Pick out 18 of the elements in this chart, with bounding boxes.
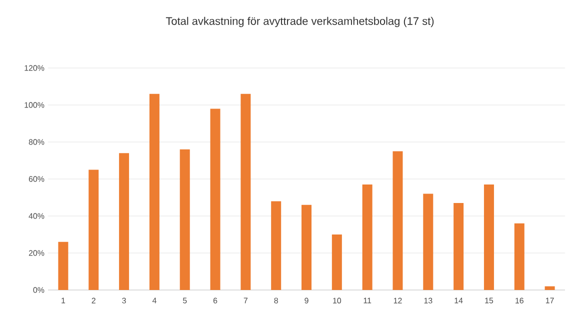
bar xyxy=(423,194,434,290)
bar xyxy=(210,108,220,290)
bar xyxy=(392,151,403,290)
chart-title: Total avkastning för avyttrade verksamhetsbolag (17 st) xyxy=(166,16,434,28)
bar xyxy=(58,242,68,290)
bar xyxy=(514,223,524,290)
bar xyxy=(362,184,372,290)
bar xyxy=(544,286,555,290)
bar xyxy=(180,149,190,290)
bar xyxy=(454,203,464,290)
bar xyxy=(332,234,342,290)
bar xyxy=(484,184,494,290)
bar xyxy=(119,153,130,290)
bar xyxy=(240,94,251,290)
bar xyxy=(302,204,312,290)
bar xyxy=(271,201,282,290)
bar xyxy=(88,170,99,290)
bar xyxy=(149,94,160,290)
